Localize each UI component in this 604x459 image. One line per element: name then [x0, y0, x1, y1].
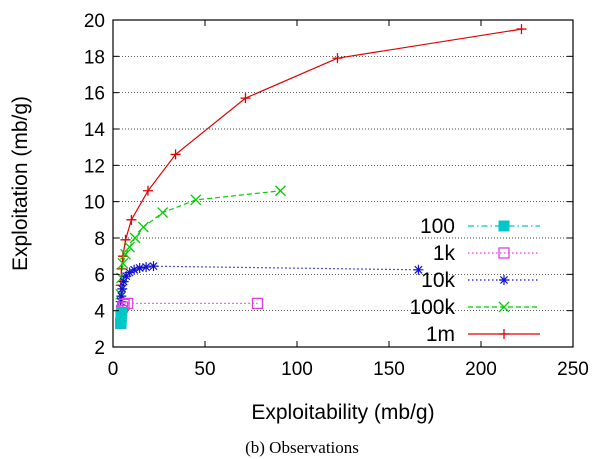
data-point-100k: [274, 185, 286, 197]
data-point-10k: [118, 276, 129, 287]
y-tick-label: 12: [84, 156, 105, 177]
data-point-10k: [413, 264, 424, 275]
data-point-100k: [129, 232, 141, 244]
x-tick-label: 150: [373, 359, 405, 380]
legend-label: 1m: [426, 323, 455, 346]
data-point-1m: [126, 214, 137, 225]
figure-caption: (b) Observations: [245, 438, 359, 457]
legend: 100 1k 10k 100k 1m: [409, 215, 540, 346]
series-line-100k: [120, 190, 281, 295]
legend-marker: [498, 301, 510, 313]
series-line-1k: [120, 302, 258, 324]
legend-marker: [499, 275, 509, 285]
data-point-1m: [516, 24, 527, 35]
x-tick-label: 100: [281, 359, 313, 380]
x-tick-label: 250: [557, 359, 589, 380]
y-tick-label: 4: [94, 302, 105, 323]
data-point-100k: [137, 221, 149, 233]
series-line-10k: [120, 265, 419, 302]
x-tick-label: 200: [465, 359, 497, 380]
y-tick-label: 20: [84, 11, 105, 32]
legend-label: 1k: [433, 242, 456, 265]
data-point-10k: [134, 262, 145, 273]
data-point-1m: [142, 185, 153, 196]
data-point-100k: [117, 257, 129, 269]
data-point-100k: [190, 194, 202, 206]
y-tick-label: 2: [94, 338, 105, 359]
data-point-1m: [170, 149, 181, 160]
y-tick-label: 8: [94, 229, 105, 250]
y-tick-label: 18: [84, 47, 105, 68]
y-tick-label: 10: [84, 193, 105, 214]
data-point-100: [115, 317, 127, 329]
legend-label: 100: [420, 215, 455, 238]
legend-marker: [498, 247, 510, 259]
y-tick-label: 14: [84, 120, 106, 141]
legend-item-10k: 10k: [421, 269, 540, 292]
series-1m: [115, 24, 527, 291]
legend-item-100k: 100k: [409, 296, 540, 319]
data-point-1k: [122, 297, 134, 310]
data-point-1k: [251, 297, 264, 310]
y-tick-label: 6: [94, 265, 105, 286]
series-1k: [115, 297, 264, 330]
legend-item-100: 100: [420, 215, 540, 238]
legend-item-1k: 1k: [433, 242, 540, 265]
data-point-10k: [116, 291, 127, 302]
legend-label: 10k: [421, 269, 455, 292]
y-tick-label: 16: [84, 84, 105, 105]
x-tick-label: 50: [194, 359, 215, 380]
legend-item-1m: 1m: [426, 323, 540, 346]
plot-area-frame: [112, 19, 574, 348]
grid-lines: [113, 55, 573, 312]
legend-marker: [498, 220, 510, 232]
data-point-10k: [124, 267, 135, 278]
legend-label: 100k: [409, 296, 455, 319]
series-100: [115, 306, 127, 329]
data-point-1m: [240, 93, 251, 104]
y-axis-title: Exploitation (mb/g): [9, 96, 32, 271]
data-point-10k: [117, 283, 128, 294]
series-10k: [115, 261, 424, 307]
legend-marker: [499, 329, 509, 339]
data-point-10k: [141, 262, 152, 273]
data-point-100k: [157, 207, 169, 219]
series-layer: [115, 24, 527, 330]
series-line-1m: [120, 28, 522, 286]
data-point-1m: [332, 53, 343, 64]
data-point-100k: [120, 248, 131, 260]
data-point-10k: [129, 264, 140, 275]
x-tick-label: 0: [108, 359, 119, 380]
data-point-10k: [148, 261, 159, 272]
x-axis-title: Exploitability (mb/g): [251, 401, 434, 424]
data-point-100k: [124, 241, 136, 253]
